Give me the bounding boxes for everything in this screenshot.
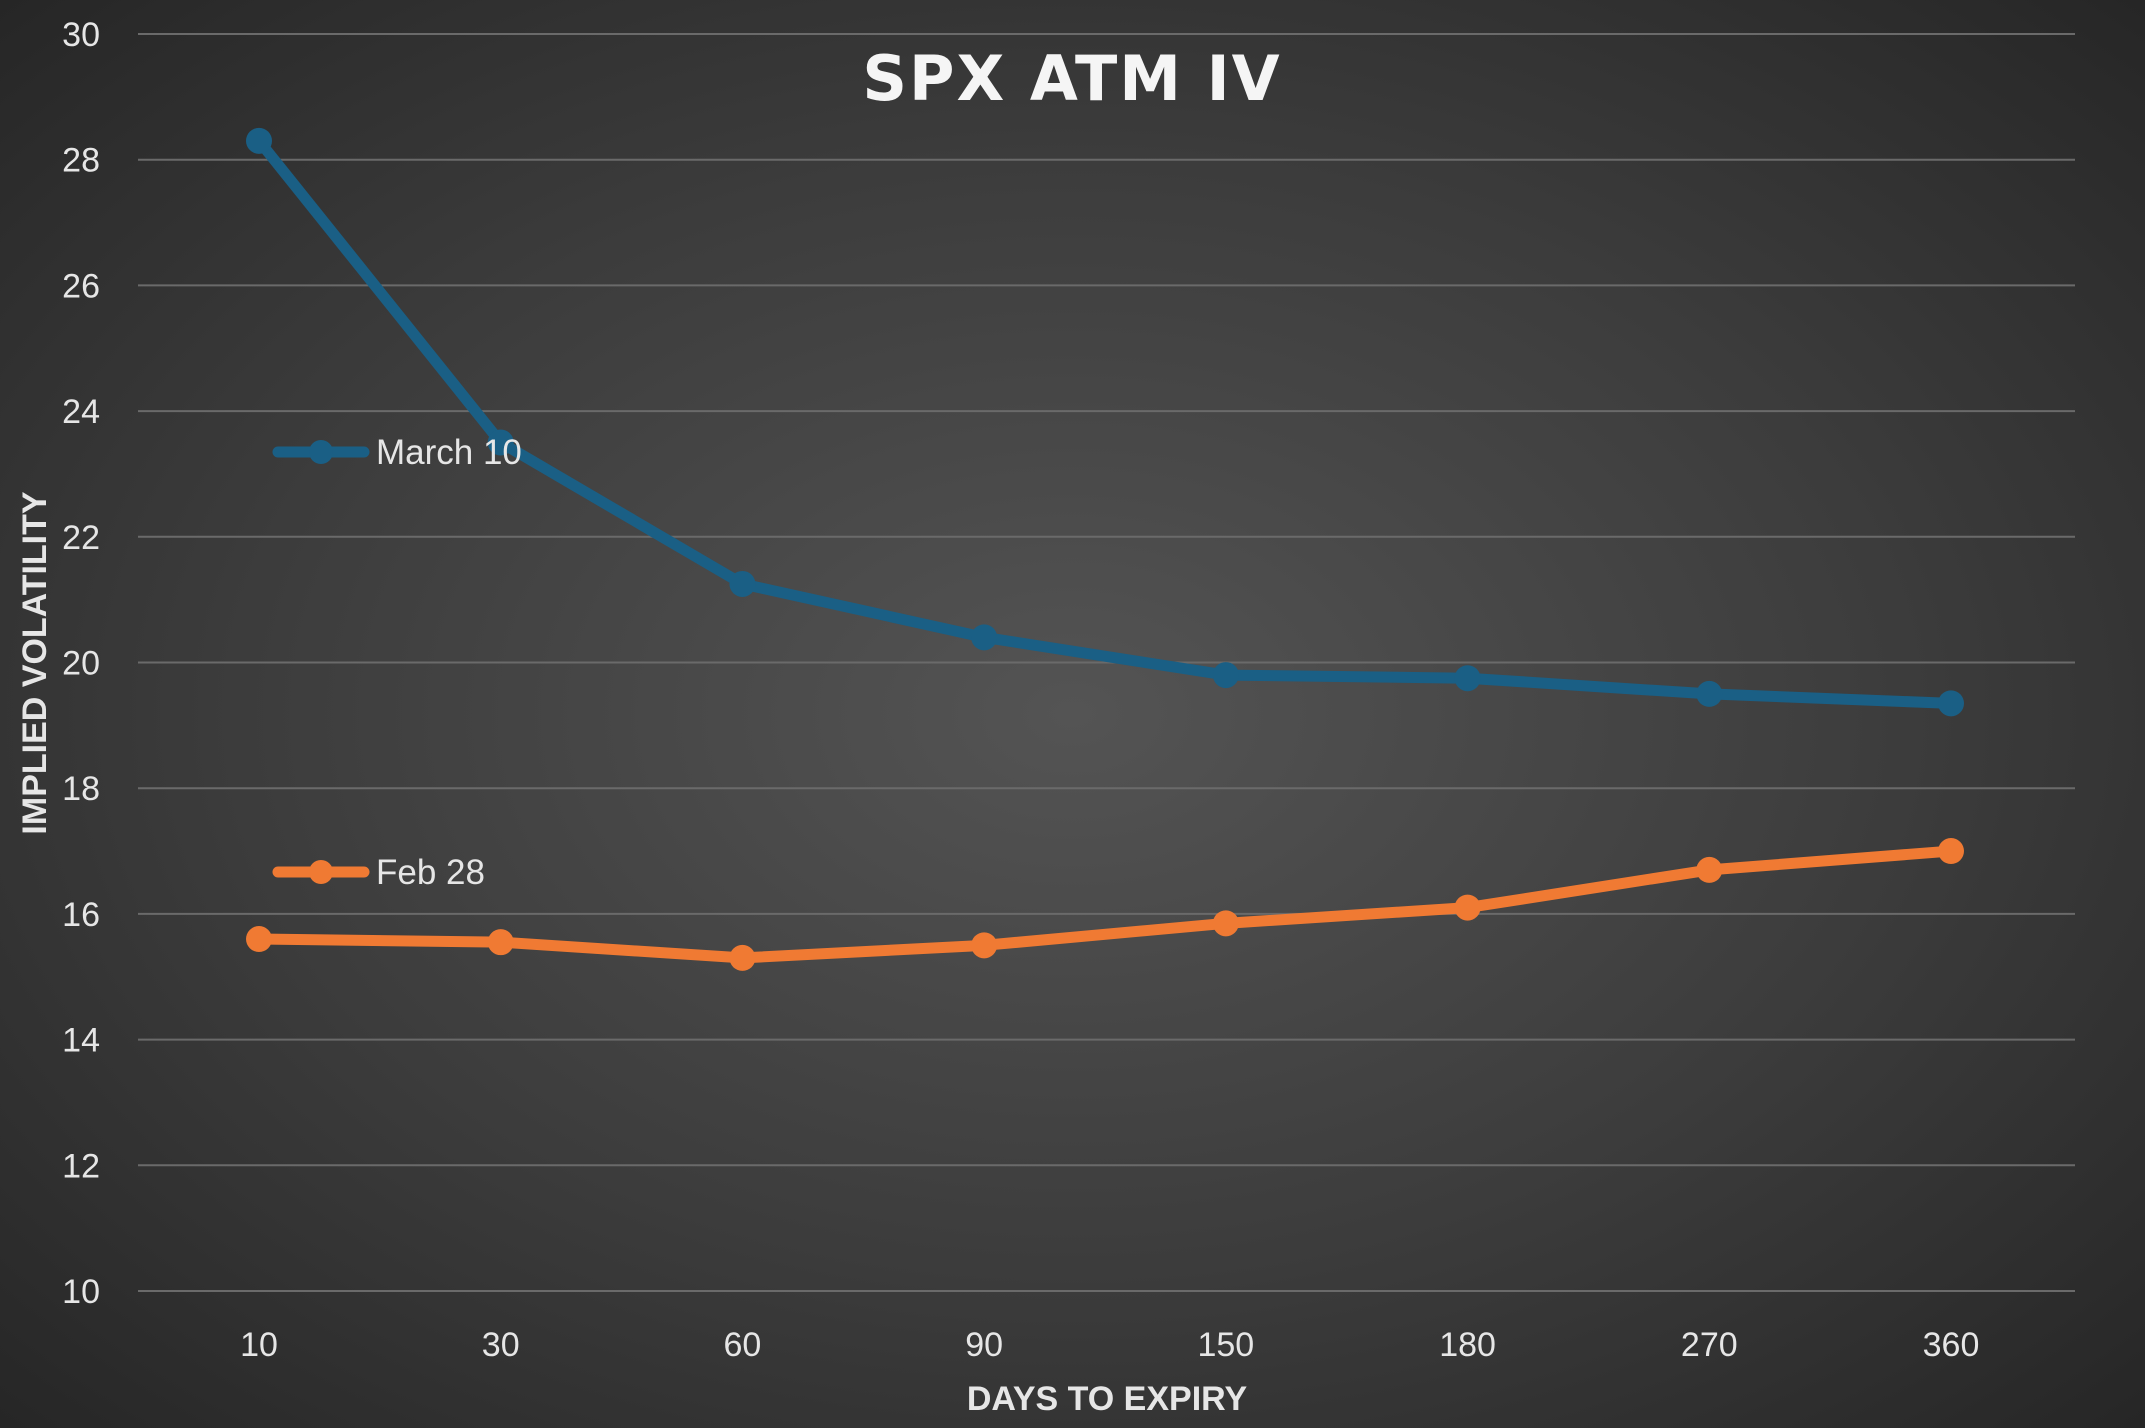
y-tick-label: 16 [62,896,100,934]
y-tick-label: 18 [62,770,100,808]
data-point-feb-28-10 [246,926,272,953]
y-tick-label: 12 [62,1147,100,1185]
y-axis-title: IMPLIED VOLATILITY [16,491,54,834]
gridlines [138,33,2075,1292]
data-point-march-10-360 [1938,690,1964,717]
x-tick-label: 90 [965,1326,1003,1364]
y-tick-label: 30 [62,16,100,54]
legend-swatch-marker [309,440,333,464]
series-feb-28 [246,838,1964,971]
x-tick-label: 270 [1681,1326,1738,1364]
legend-label: Feb 28 [376,853,485,892]
data-point-march-10-10 [246,127,272,154]
data-point-march-10-150 [1212,662,1239,689]
data-point-march-10-90 [971,624,998,651]
y-tick-label: 24 [62,393,100,431]
legend: March 10 Feb 28 [272,433,522,892]
y-tick-label: 10 [62,1273,100,1311]
data-point-feb-28-150 [1212,910,1239,937]
legend-label: March 10 [376,433,522,472]
data-point-feb-28-360 [1938,838,1964,865]
y-tick-label: 22 [62,519,100,557]
legend-item-feb-28: Feb 28 [272,853,485,892]
data-point-feb-28-180 [1454,894,1481,921]
x-axis-title: DAYS TO EXPIRY [967,1380,1248,1418]
data-point-march-10-60 [729,570,756,597]
data-point-march-10-180 [1454,665,1481,692]
y-tick-label: 28 [62,142,100,180]
data-point-feb-28-60 [729,944,756,971]
data-point-march-10-30 [487,429,514,456]
y-tick-label: 20 [62,645,100,683]
legend-swatch-marker [309,860,333,884]
x-tick-label: 10 [240,1326,278,1364]
x-tick-label: 180 [1439,1326,1496,1364]
x-tick-label: 30 [482,1326,520,1364]
data-point-feb-28-90 [971,932,998,959]
chart-title: SPX ATM IV [862,42,1281,115]
data-point-feb-28-270 [1696,856,1723,883]
x-tick-label: 60 [724,1326,762,1364]
y-tick-label: 26 [62,267,100,305]
y-tick-labels: 10 12 14 16 18 20 22 24 26 28 30 [62,16,100,1311]
data-point-march-10-270 [1696,680,1723,707]
data-point-feb-28-30 [487,929,514,956]
y-tick-label: 14 [62,1022,100,1060]
legend-item-march-10: March 10 [272,433,522,472]
series-line-feb-28 [253,845,1957,964]
x-tick-label: 150 [1197,1326,1254,1364]
series-line-march-10 [253,135,1957,709]
x-tick-label: 360 [1923,1326,1980,1364]
x-tick-labels: 10 30 60 90 150 180 270 360 [240,1326,1979,1364]
series-layer [246,127,1964,971]
series-march-10 [246,127,1964,717]
